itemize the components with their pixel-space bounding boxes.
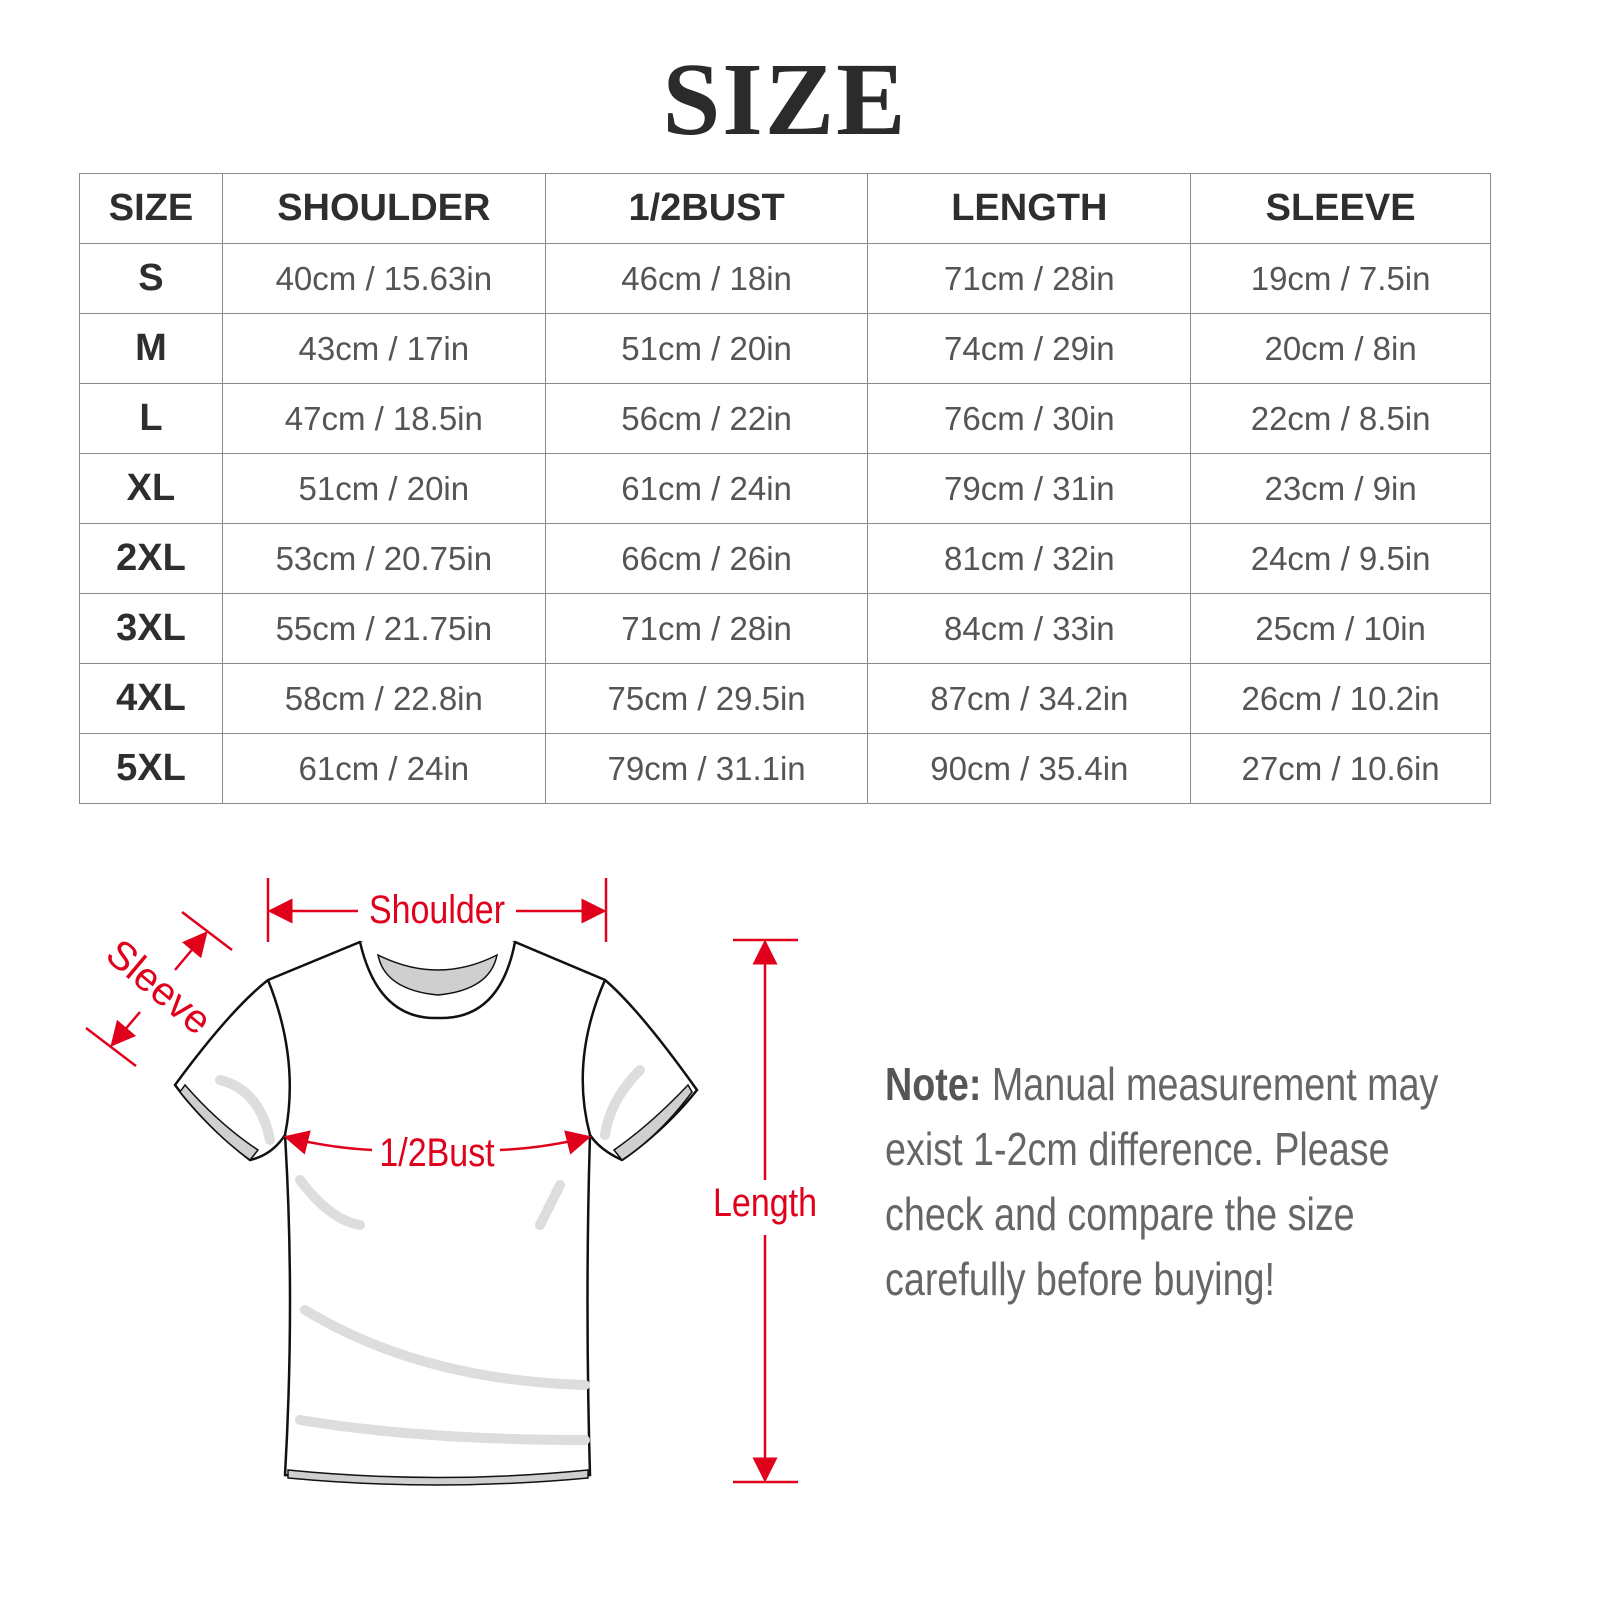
measurement-cell: 58cm / 22.8in: [221, 663, 546, 734]
tshirt-icon: [173, 940, 699, 1486]
measurement-cell: 61cm / 24in: [544, 453, 869, 524]
column-header-length: LENGTH: [867, 173, 1192, 244]
measurement-cell: 87cm / 34.2in: [867, 663, 1192, 734]
note-label: Note:: [885, 1058, 982, 1110]
size-cell: 4XL: [79, 663, 223, 734]
column-header-size: SIZE: [79, 173, 223, 244]
table-header-row: SIZE SHOULDER 1/2BUST LENGTH SLEEVE: [79, 173, 1491, 244]
size-cell: L: [79, 383, 223, 454]
table-row: XL 51cm / 20in 61cm / 24in 79cm / 31in 23cm …: [79, 453, 1491, 524]
measurement-cell: 24cm / 9.5in: [1190, 523, 1491, 594]
measurement-cell: 43cm / 17in: [221, 313, 546, 384]
column-header-1-2bust: 1/2BUST: [544, 173, 869, 244]
measurement-cell: 40cm / 15.63in: [221, 243, 546, 314]
size-table: SIZE SHOULDER 1/2BUST LENGTH SLEEVE S 40cm / …: [79, 173, 1491, 804]
measurement-cell: 90cm / 35.4in: [867, 733, 1192, 804]
tshirt-diagram: Shoulder 1/2Bust Length Sleeve: [85, 878, 817, 1486]
measurement-cell: 19cm / 7.5in: [1190, 243, 1491, 314]
measurement-cell: 27cm / 10.6in: [1190, 733, 1491, 804]
table-row: S 40cm / 15.63in 46cm / 18in 71cm / 28in 19c…: [79, 243, 1491, 314]
table-row: M 43cm / 17in 51cm / 20in 74cm / 29in 20cm /…: [79, 313, 1491, 384]
size-cell: S: [79, 243, 223, 314]
measurement-cell: 51cm / 20in: [221, 453, 546, 524]
table-row: 3XL 55cm / 21.75in 71cm / 28in 84cm / 33in 2…: [79, 593, 1491, 664]
measurement-cell: 75cm / 29.5in: [544, 663, 869, 734]
size-cell: 5XL: [79, 733, 223, 804]
measurement-cell: 71cm / 28in: [544, 593, 869, 664]
measurement-cell: 76cm / 30in: [867, 383, 1192, 454]
size-cell: 2XL: [79, 523, 223, 594]
measurement-cell: 79cm / 31.1in: [544, 733, 869, 804]
measurement-cell: 22cm / 8.5in: [1190, 383, 1491, 454]
note-text: Note: Manual measurement may exist 1-2cm…: [885, 1052, 1492, 1312]
measurement-cell: 25cm / 10in: [1190, 593, 1491, 664]
note-body: Manual measurement may exist 1-2cm diffe…: [885, 1058, 1439, 1305]
measurement-cell: 55cm / 21.75in: [221, 593, 546, 664]
measurement-cell: 51cm / 20in: [544, 313, 869, 384]
length-label: Length: [713, 1179, 817, 1224]
size-cell: 3XL: [79, 593, 223, 664]
size-cell: XL: [79, 453, 223, 524]
measurement-cell: 46cm / 18in: [544, 243, 869, 314]
measurement-cell: 81cm / 32in: [867, 523, 1192, 594]
bust-label: 1/2Bust: [379, 1129, 495, 1174]
measurement-cell: 71cm / 28in: [867, 243, 1192, 314]
sleeve-label: Sleeve: [98, 931, 220, 1043]
shoulder-label: Shoulder: [369, 886, 505, 931]
measurement-cell: 66cm / 26in: [544, 523, 869, 594]
table-row: L 47cm / 18.5in 56cm / 22in 76cm / 30in 22cm…: [79, 383, 1491, 454]
measurement-cell: 47cm / 18.5in: [221, 383, 546, 454]
size-cell: M: [79, 313, 223, 384]
measurement-cell: 84cm / 33in: [867, 593, 1192, 664]
measurement-lines: [85, 878, 798, 1484]
table-row: 2XL 53cm / 20.75in 66cm / 26in 81cm / 32in 2…: [79, 523, 1491, 594]
table-row: 5XL 61cm / 24in 79cm / 31.1in 90cm / 35.4in…: [79, 733, 1491, 804]
page-title: SIZE: [662, 42, 908, 157]
measurement-cell: 61cm / 24in: [221, 733, 546, 804]
measurement-cell: 56cm / 22in: [544, 383, 869, 454]
measurement-cell: 20cm / 8in: [1190, 313, 1491, 384]
measurement-cell: 53cm / 20.75in: [221, 523, 546, 594]
column-header-shoulder: SHOULDER: [221, 173, 546, 244]
table-row: 4XL 58cm / 22.8in 75cm / 29.5in 87cm / 34.2…: [79, 663, 1491, 734]
measurement-cell: 26cm / 10.2in: [1190, 663, 1491, 734]
measurement-cell: 74cm / 29in: [867, 313, 1192, 384]
measurement-cell: 23cm / 9in: [1190, 453, 1491, 524]
column-header-sleeve: SLEEVE: [1190, 173, 1491, 244]
measurement-cell: 79cm / 31in: [867, 453, 1192, 524]
